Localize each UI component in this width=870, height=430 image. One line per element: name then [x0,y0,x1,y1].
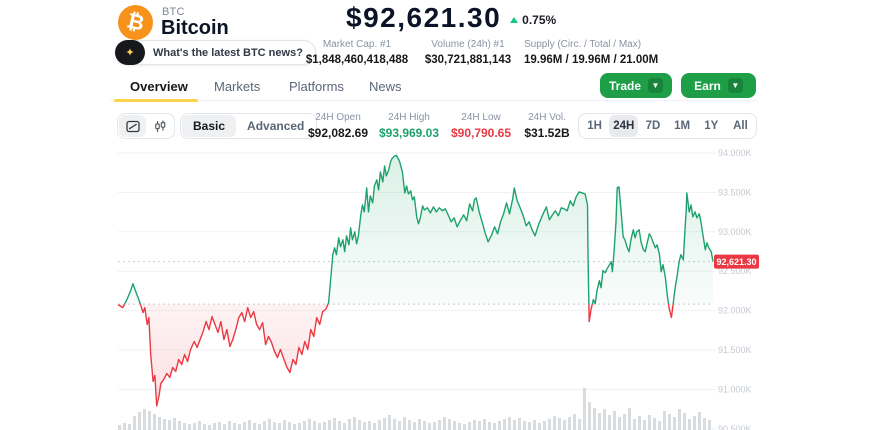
tab-news[interactable]: News [369,79,402,94]
chart-mode-toggle: Basic Advanced [180,113,318,139]
stat-value: $30,721,881,143 [424,54,512,66]
stat-label: Market Cap. #1 [322,39,392,50]
active-tab-indicator [114,99,198,102]
svg-text:91.000K: 91.000K [718,384,752,394]
line-chart-icon [125,120,140,132]
svg-text:93.500K: 93.500K [718,187,752,197]
mode-basic-button[interactable]: Basic [182,115,237,137]
chart-type-toggle [117,113,175,139]
tab-markets[interactable]: Markets [214,79,261,94]
earn-button-label: Earn [694,78,721,93]
time-range-selector: 1H 24H 7D 1M 1Y All [578,113,757,139]
stat-label: Supply (Circ. / Total / Max) [524,39,642,50]
svg-text:94.000K: 94.000K [718,148,752,158]
svg-text:92.000K: 92.000K [718,306,752,316]
stat-volume: Volume (24h) #1 $30,721,881,143 [420,39,516,66]
range-24h[interactable]: 24H [609,115,639,137]
stat-24h-open: 24H Open $92,082.69 [307,112,369,140]
sparkle-icon: ✦ [115,40,145,65]
candlestick-icon [154,120,165,132]
stat-market-cap: Market Cap. #1 $1,848,460,418,488 [296,39,418,66]
earn-button[interactable]: Earn ▼ [681,73,756,98]
price-chart[interactable]: 94.000K 93.500K 93.000K 92.500K 92.000K 91.50… [0,143,870,430]
news-button-label: What's the latest BTC news? [153,46,303,59]
range-all[interactable]: All [733,120,748,132]
svg-text:91.500K: 91.500K [718,345,752,355]
stat-24h-vol: 24H Vol. $31.52B [524,112,570,140]
btc-glyph: ₿ [124,9,147,36]
svg-text:93.000K: 93.000K [718,227,752,237]
svg-text:90.500K: 90.500K [718,424,752,430]
stat-24h-high: 24H High $93,969.03 [378,112,440,140]
chevron-down-icon: ▼ [727,78,743,93]
candlestick-icon-button[interactable] [146,115,173,137]
up-triangle-icon [510,17,519,23]
stat-value: $1,848,460,418,488 [305,54,409,66]
tab-platforms[interactable]: Platforms [289,79,344,94]
trade-button[interactable]: Trade ▼ [600,73,672,98]
range-7d[interactable]: 7D [645,120,661,132]
btc-news-button[interactable]: ✦ What's the latest BTC news? [115,40,316,65]
coin-name: Bitcoin [161,17,229,39]
stat-24h-low: 24H Low $90,790.65 [450,112,512,140]
range-1y[interactable]: 1Y [704,120,719,132]
stat-supply: Supply (Circ. / Total / Max) 19.96M / 19… [524,39,659,66]
tab-overview[interactable]: Overview [130,79,188,94]
stat-label: Volume (24h) #1 [431,39,505,50]
coin-price: $92,621.30 [346,2,502,33]
range-1m[interactable]: 1M [674,120,691,132]
btc-logo-icon: ₿ [118,5,153,40]
svg-text:92,621.30: 92,621.30 [716,257,756,267]
tab-bar: Overview Markets Platforms News [110,71,758,102]
line-chart-icon-button[interactable] [119,115,146,137]
trade-button-label: Trade [608,78,641,93]
chevron-down-icon: ▼ [648,78,663,93]
svg-text:92.500K: 92.500K [718,266,752,276]
range-1h[interactable]: 1H [587,120,602,132]
price-block: $92,621.30 0.75% [346,2,556,34]
mode-advanced-button[interactable]: Advanced [247,119,305,133]
price-change-percent: 0.75% [522,13,557,27]
coin-symbol: BTC [162,6,185,18]
stat-value: 19.96M / 19.96M / 21.00M [524,54,659,66]
